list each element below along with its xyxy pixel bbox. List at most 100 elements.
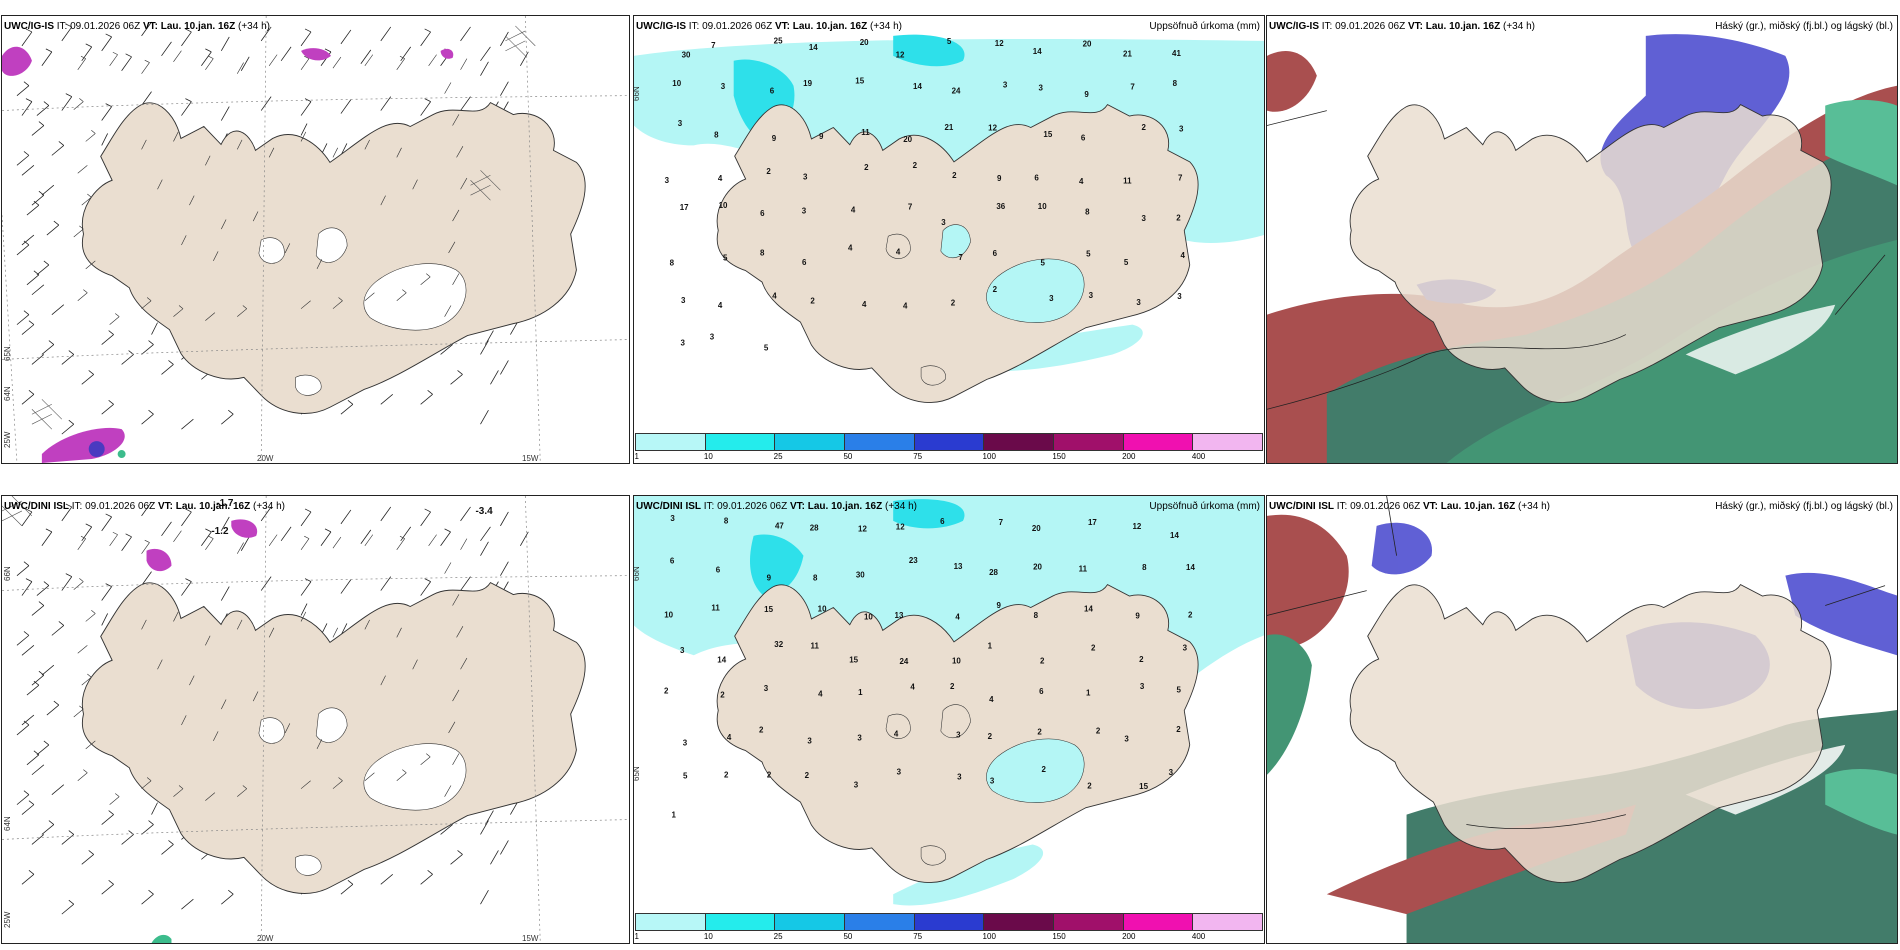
precip-value-label: 4 xyxy=(818,689,823,698)
lon-label-15w: 15W xyxy=(522,934,539,943)
precip-value-label: 15 xyxy=(1043,130,1052,139)
precip-value-label: 2 xyxy=(951,299,956,308)
lat-label-65n: 65N xyxy=(3,346,12,361)
colorbar-tick-label: 100 xyxy=(982,932,996,941)
field-title: Uppsöfnuð úrkoma (mm) xyxy=(1149,501,1260,512)
precip-value-label: 8 xyxy=(670,259,675,268)
precip-value-label: 8 xyxy=(1173,79,1178,88)
colorbar-segment xyxy=(1193,914,1263,930)
precip-value-label: 21 xyxy=(944,123,953,132)
precip-value-label: 3 xyxy=(897,768,902,777)
it-label: IT: xyxy=(688,21,700,32)
colorbar-segment xyxy=(845,914,915,930)
init-time: 09.01.2026 06Z xyxy=(1335,21,1406,32)
panel-title: UWC/IG-IS IT: 09.01.2026 06Z VT: Lau. 10… xyxy=(1269,21,1535,32)
precip-value-label: 2 xyxy=(759,726,764,735)
panel-title: UWC/IG-IS IT: 09.01.2026 06Z VT: Lau. 10… xyxy=(4,21,270,32)
precip-value-label: 15 xyxy=(764,605,773,614)
precip-value-label: 11 xyxy=(861,128,870,137)
precip-value-label: 5 xyxy=(1176,686,1181,695)
hatching xyxy=(31,25,536,430)
field-title: Háský (gr.), miðský (fj.bl.) og lágský (… xyxy=(1715,501,1893,512)
precip-value-label: 8 xyxy=(1085,208,1090,217)
precip-value-label: 11 xyxy=(811,641,820,650)
precip-value-label: 8 xyxy=(760,249,765,258)
precip-value-label: 10 xyxy=(864,612,873,621)
precip-map-panel-top: UWC/IG-IS IT: 09.01.2026 06Z VT: Lau. 10… xyxy=(633,15,1265,464)
iceland-land xyxy=(81,102,586,415)
precip-value-label: 20 xyxy=(860,38,869,47)
colorbar-segment xyxy=(914,914,985,930)
colorbar-segment xyxy=(984,434,1055,450)
colorbar-segment xyxy=(984,914,1055,930)
colorbar-tick-label: 150 xyxy=(1052,452,1066,461)
precip-value-label: 4 xyxy=(718,301,723,310)
precip-value-label: 1 xyxy=(858,688,863,697)
precip-value-label: 3 xyxy=(683,738,688,747)
precip-value-label: 3 xyxy=(854,781,859,790)
panel-title: UWC/DINI ISL IT: 09.01.2026 06Z VT: Lau.… xyxy=(636,501,917,512)
precip-value-label: 6 xyxy=(760,209,765,218)
it-label: IT: xyxy=(703,501,715,512)
lead-time: (+34 h) xyxy=(253,501,285,512)
precip-value-label: 2 xyxy=(1139,655,1144,664)
precip-value-label: 6 xyxy=(993,249,998,258)
precip-value-label: 3 xyxy=(680,646,685,655)
precip-value-label: 4 xyxy=(862,300,867,309)
precip-value-label: 4 xyxy=(903,302,908,311)
precip-value-label: 15 xyxy=(855,76,864,85)
precip-value-label: 4 xyxy=(848,243,853,252)
vt-label: VT: xyxy=(789,501,805,512)
precip-value-label: 2 xyxy=(993,285,998,294)
precip-value-label: 21 xyxy=(1123,50,1132,59)
precip-value-label: 2 xyxy=(1087,782,1092,791)
precip-value-label: 12 xyxy=(896,51,905,60)
colorbar-segment xyxy=(636,434,706,450)
precip-value-label: 3 xyxy=(1179,125,1184,134)
precip-value-label: 3 xyxy=(721,82,726,91)
panel-title: UWC/IG-IS IT: 09.01.2026 06Z VT: Lau. 10… xyxy=(636,21,902,32)
precip-value-label: 3 xyxy=(956,731,961,740)
valid-time: Lau. 10.jan. 16Z xyxy=(1440,501,1516,512)
colorbar-segment xyxy=(1054,914,1124,930)
precip-value-label: 41 xyxy=(1172,49,1181,58)
precip-value-label: 3 xyxy=(1140,682,1145,691)
precip-colorbar xyxy=(635,913,1263,931)
colorbar-segment xyxy=(1123,434,1194,450)
lat-label-65n: 65N xyxy=(633,766,641,781)
precip-value-label: 3 xyxy=(957,772,962,781)
precip-value-label: 9 xyxy=(996,601,1001,610)
precip-value-label: 3 xyxy=(803,173,808,182)
precip-value-label: 14 xyxy=(1170,531,1179,540)
colorbar-tick-label: 25 xyxy=(773,452,783,461)
model-name: UWC/IG-IS xyxy=(636,21,686,32)
precip-value-label: 3 xyxy=(990,777,995,786)
precip-value-label: 2 xyxy=(766,167,771,176)
precip-value-label: 8 xyxy=(1034,611,1039,620)
colorbar-tick-label: 10 xyxy=(703,932,713,941)
colorbar-tick-label: 25 xyxy=(773,932,783,941)
precip-value-label: 2 xyxy=(1176,725,1181,734)
precip-value-label: 4 xyxy=(955,613,960,622)
precip-value-label: 6 xyxy=(940,517,945,526)
precip-value-label: 4 xyxy=(727,733,732,742)
precip-value-label: 5 xyxy=(1086,250,1091,259)
precip-value-label: 7 xyxy=(1178,173,1183,182)
precip-value-label: 13 xyxy=(954,562,963,571)
precip-value-label: 1 xyxy=(671,810,676,819)
iceland-land xyxy=(81,582,586,895)
precip-value-label: 3 xyxy=(670,514,675,523)
colorbar-segment xyxy=(1123,914,1194,930)
precip-value-label: 8 xyxy=(724,516,729,525)
valid-time: Lau. 10.jan. 16Z xyxy=(807,501,883,512)
precip-value-label: 6 xyxy=(716,565,721,574)
precip-value-label: 4 xyxy=(1079,177,1084,186)
precip-value-label: 2 xyxy=(950,682,955,691)
precip-value-label: 4 xyxy=(772,291,777,300)
precip-value-label: 6 xyxy=(802,258,807,267)
lead-time: (+34 h) xyxy=(870,21,902,32)
precip-value-label: 3 xyxy=(857,734,862,743)
